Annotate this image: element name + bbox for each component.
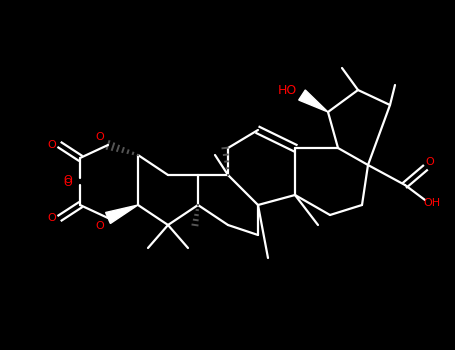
Text: O: O [64,175,72,185]
Text: O: O [96,132,104,142]
Polygon shape [299,90,328,112]
Text: O: O [425,157,435,167]
Text: OH: OH [424,198,440,208]
Polygon shape [106,205,138,224]
Text: O: O [48,213,56,223]
Text: O: O [48,140,56,150]
Text: O: O [64,178,72,188]
Text: HO: HO [278,84,297,97]
Text: O: O [96,221,104,231]
